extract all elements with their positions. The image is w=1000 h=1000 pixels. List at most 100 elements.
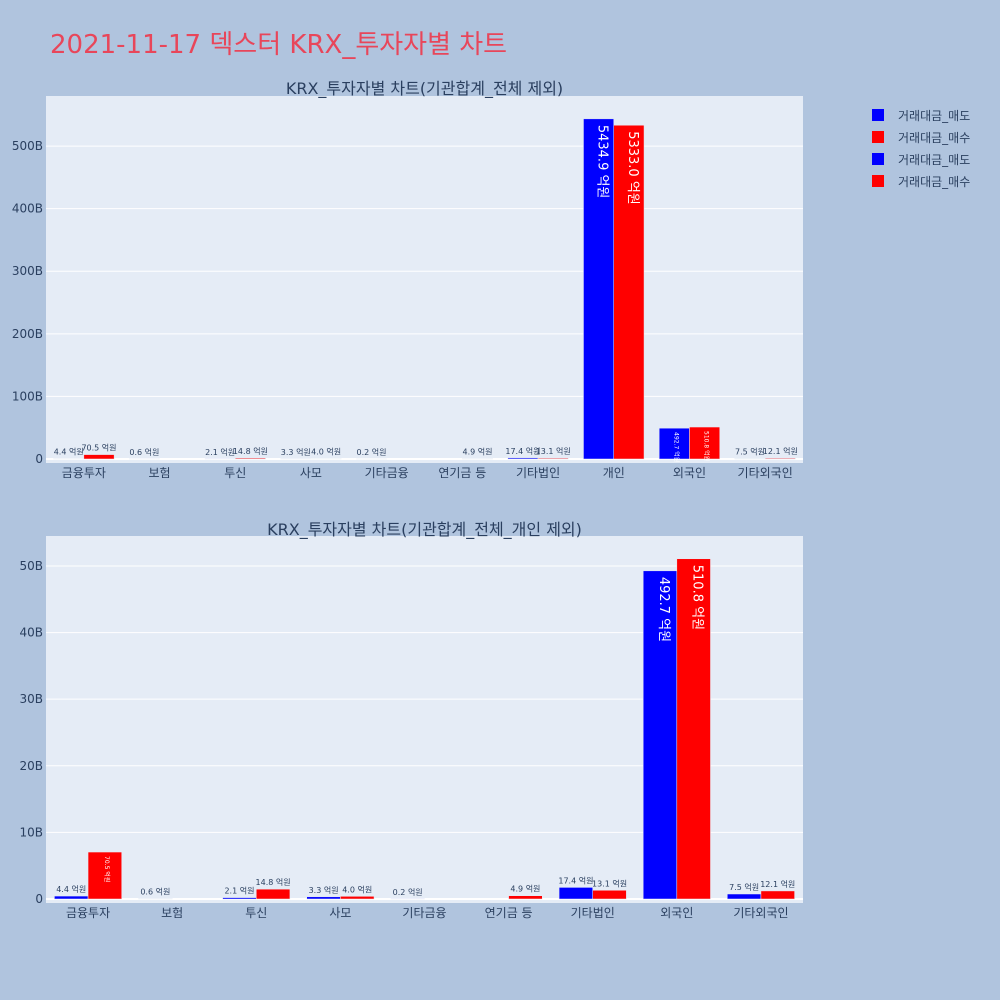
data-label: 0.6 억원 <box>129 447 159 457</box>
x-tick-label: 기타외국인 <box>733 906 788 920</box>
x-tick-label: 사모 <box>300 466 322 480</box>
data-label: 5434.9 억원 <box>595 125 610 199</box>
data-label: 2.1 억원 <box>224 886 254 896</box>
legend-item[interactable]: 거래대금_매수 <box>872 170 970 192</box>
legend-swatch <box>872 131 884 143</box>
y-tick-label: 400B <box>12 202 43 216</box>
x-tick-label: 외국인 <box>673 466 706 480</box>
legend-label: 거래대금_매도 <box>898 152 971 167</box>
x-tick-label: 기타금융 <box>365 466 409 480</box>
y-tick-label: 50B <box>19 559 43 573</box>
bar <box>222 897 257 900</box>
bar <box>340 896 375 900</box>
data-label: 12.1 억원 <box>760 879 795 889</box>
bar <box>727 893 762 900</box>
x-tick-label: 개인 <box>603 466 625 480</box>
bar <box>676 558 711 900</box>
x-tick-label: 금융투자 <box>62 466 106 480</box>
page-title: 2021-11-17 덱스터 KRX_투자자별 차트 <box>50 30 508 60</box>
data-label: 4.4 억원 <box>54 447 84 457</box>
bar <box>256 888 291 900</box>
data-label: 492.7 억원 <box>656 577 671 642</box>
data-label: 7.5 억원 <box>729 882 759 892</box>
bar <box>760 890 795 900</box>
y-tick-label: 40B <box>19 626 43 640</box>
x-tick-label: 금융투자 <box>66 906 110 920</box>
legend[interactable]: 거래대금_매도 거래대금_매수 거래대금_매도 거래대금_매수 <box>872 104 970 192</box>
legend-label: 거래대금_매도 <box>898 108 971 123</box>
x-tick-label: 투신 <box>245 906 267 920</box>
y-tick-label: 0 <box>35 892 43 906</box>
x-tick-label: 기타법인 <box>571 906 615 920</box>
y-tick-label: 20B <box>19 759 43 773</box>
bar <box>235 457 266 460</box>
data-label: 13.1 억원 <box>536 446 571 456</box>
bar <box>54 895 89 900</box>
bar <box>83 454 115 460</box>
x-tick-label: 기타외국인 <box>738 466 793 480</box>
x-tick-label: 보험 <box>149 466 171 480</box>
legend-swatch <box>872 109 884 121</box>
data-label: 7.5 억원 <box>735 447 765 457</box>
plot-area <box>46 96 803 463</box>
x-tick-label: 사모 <box>329 906 351 920</box>
x-tick-label: 연기금 등 <box>485 906 533 920</box>
x-tick-label: 보험 <box>161 906 183 920</box>
data-label: 492.7 억원 <box>672 432 680 462</box>
bar <box>613 124 645 460</box>
legend-swatch <box>872 153 884 165</box>
chart-panel-1: 0 100B 200B 300B 400B 500B KRX_투자자별 차트(기관합계_전체… <box>12 79 803 480</box>
legend-item[interactable]: 거래대금_매도 <box>872 104 970 126</box>
legend-item[interactable]: 거래대금_매도 <box>872 148 970 170</box>
y-tick-label: 500B <box>12 139 43 153</box>
bar <box>642 570 678 900</box>
data-label: 4.9 억원 <box>510 884 540 894</box>
data-label: 4.4 억원 <box>56 884 86 894</box>
data-label: 4.0 억원 <box>342 884 372 894</box>
data-label: 0.2 억원 <box>393 887 423 897</box>
x-tick-label: 외국인 <box>660 906 693 920</box>
y-tick-label: 30B <box>19 692 43 706</box>
data-label: 3.3 억원 <box>309 885 339 895</box>
data-label: 5333.0 억원 <box>625 131 640 205</box>
data-label: 17.4 억원 <box>505 446 540 456</box>
bar <box>558 887 593 900</box>
x-tick-label: 투신 <box>224 466 246 480</box>
data-label: 0.6 억원 <box>140 887 170 897</box>
bar <box>689 426 720 460</box>
y-tick-label: 300B <box>12 264 43 278</box>
data-label: 3.3 억원 <box>281 447 311 457</box>
data-label: 14.8 억원 <box>233 446 268 456</box>
data-label: 510.8 억원 <box>703 431 711 461</box>
y-tick-label: 200B <box>12 327 43 341</box>
chart-title: KRX_투자자별 차트(기관합계_전체 제외) <box>286 79 563 99</box>
legend-label: 거래대금_매수 <box>898 130 971 145</box>
data-label: 70.5 억원 <box>103 856 111 882</box>
chart-title: KRX_투자자별 차트(기관합계_전체_개인 제외) <box>267 520 582 540</box>
data-label: 13.1 억원 <box>592 878 627 888</box>
data-label: 4.0 억원 <box>311 447 341 457</box>
bar <box>583 118 614 460</box>
bar <box>507 457 539 460</box>
x-tick-label: 기타금융 <box>402 906 446 920</box>
legend-label: 거래대금_매수 <box>898 174 971 189</box>
bar <box>306 896 341 900</box>
bar <box>87 851 122 900</box>
bar <box>658 427 690 460</box>
data-label: 4.9 억원 <box>462 447 492 457</box>
data-label: 510.8 억원 <box>690 565 705 630</box>
data-label: 17.4 억원 <box>558 875 593 885</box>
data-label: 0.2 억원 <box>357 447 387 457</box>
data-label: 2.1 억원 <box>205 447 235 457</box>
legend-item[interactable]: 거래대금_매수 <box>872 126 970 148</box>
legend-swatch <box>872 175 884 187</box>
chart-panel-2: 0 10B 20B 30B 40B 50B KRX_투자자별 차트(기관합계_전체_개인 제… <box>19 520 803 920</box>
data-label: 14.8 억원 <box>256 877 291 887</box>
data-label: 70.5 억원 <box>81 443 116 453</box>
data-label: 12.1 억원 <box>763 446 798 456</box>
x-tick-label: 기타법인 <box>516 466 560 480</box>
bar <box>537 457 569 460</box>
bar <box>764 457 796 460</box>
